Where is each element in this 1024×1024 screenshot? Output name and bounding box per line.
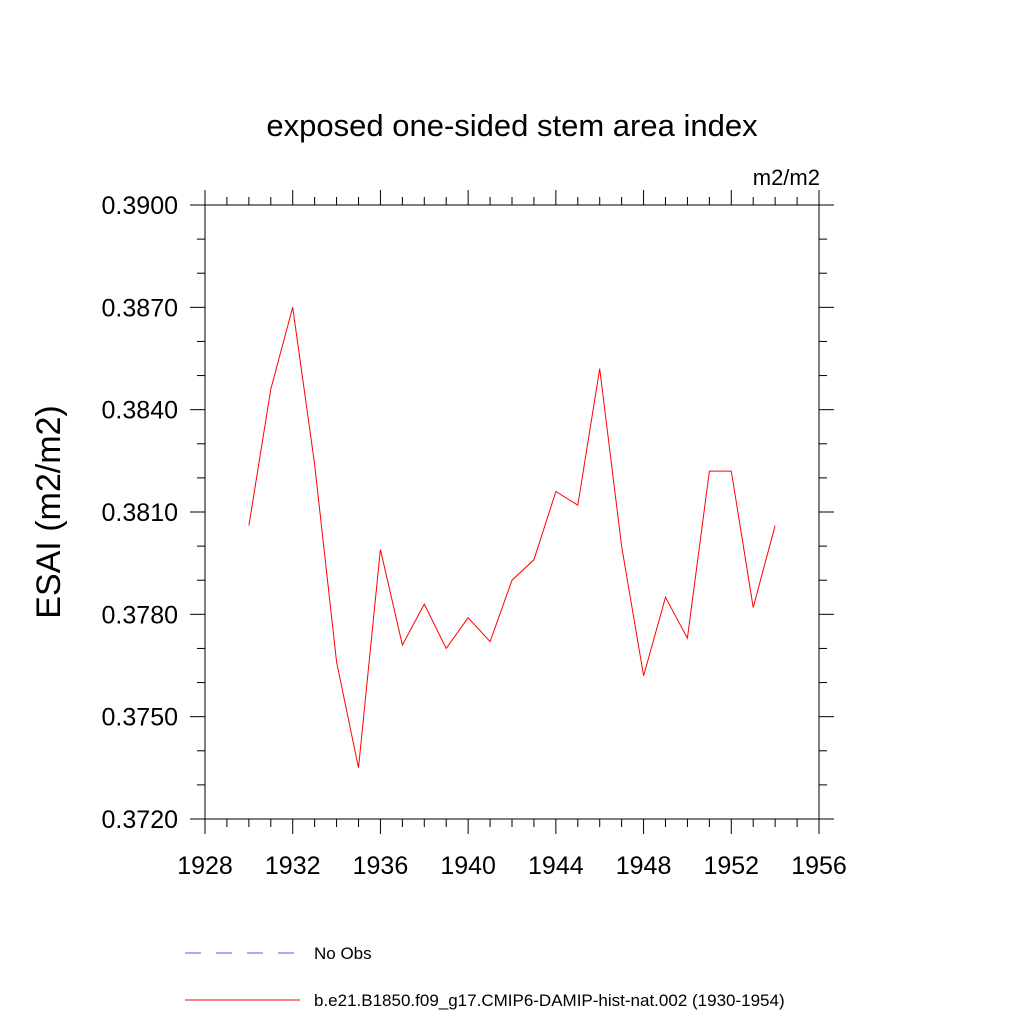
x-tick-label: 1952 xyxy=(703,852,759,880)
units-label: m2/m2 xyxy=(753,165,820,190)
chart-title: exposed one-sided stem area index xyxy=(266,108,758,143)
y-tick-label: 0.3720 xyxy=(102,806,178,834)
y-tick-label: 0.3810 xyxy=(102,499,178,527)
y-axis-label: ESAI (m2/m2) xyxy=(30,405,68,618)
y-tick-label: 0.3840 xyxy=(102,397,178,425)
axis-ticks: 1928 1932 1936 1940 1944 1948 1952 1956 0.3720 0.… xyxy=(102,190,847,880)
x-tick-label: 1948 xyxy=(616,852,672,880)
y-tick-label: 0.3870 xyxy=(102,294,178,322)
y-tick-label: 0.3750 xyxy=(102,704,178,732)
x-tick-label: 1932 xyxy=(265,852,321,880)
x-tick-label: 1928 xyxy=(177,852,233,880)
y-tick-label: 0.3900 xyxy=(102,192,178,220)
x-tick-label: 1940 xyxy=(440,852,496,880)
series-line xyxy=(248,307,776,768)
series-layer xyxy=(248,307,776,768)
y-tick-label: 0.3780 xyxy=(102,601,178,629)
x-tick-label: 1936 xyxy=(353,852,409,880)
x-tick-label: 1944 xyxy=(528,852,584,880)
legend-label: b.e21.B1850.f09_g17.CMIP6-DAMIP-hist-nat… xyxy=(314,991,785,1010)
legend-label: No Obs xyxy=(314,944,372,963)
x-tick-label: 1956 xyxy=(791,852,847,880)
legend: No Obs b.e21.B1850.f09_g17.CMIP6-DAMIP-hi… xyxy=(185,944,785,1010)
plot-frame xyxy=(204,204,820,820)
